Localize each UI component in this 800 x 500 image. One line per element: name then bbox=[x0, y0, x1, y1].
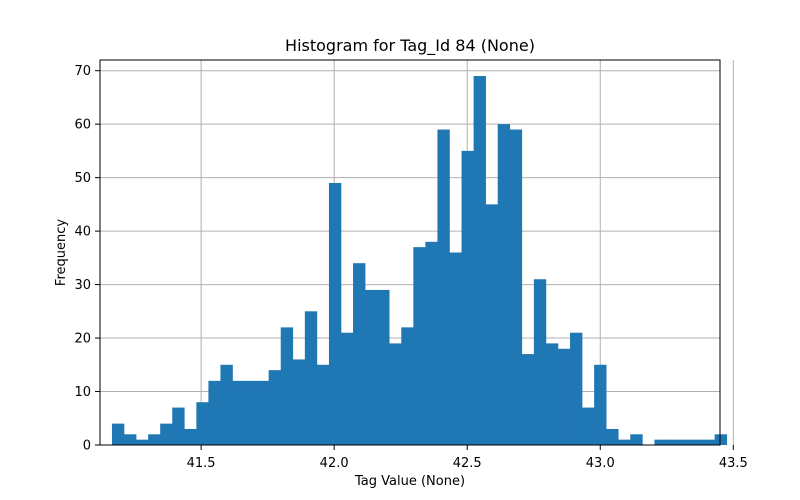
histogram-bar bbox=[437, 129, 450, 445]
y-tick-label: 40 bbox=[74, 225, 91, 240]
histogram-bar bbox=[413, 247, 426, 445]
y-tick-label: 20 bbox=[74, 332, 91, 347]
histogram-bar bbox=[341, 332, 354, 445]
y-tick-label: 0 bbox=[83, 439, 91, 454]
histogram-bar bbox=[618, 439, 631, 445]
histogram-bar bbox=[557, 348, 571, 445]
histogram-bar bbox=[497, 124, 511, 446]
histogram-bar bbox=[473, 76, 486, 446]
histogram-bar bbox=[256, 380, 269, 445]
histogram-bar bbox=[220, 364, 233, 445]
histogram-bar bbox=[244, 380, 257, 445]
ticks-layer: 41.5 42.0 42.5 43.0 43.5 0 10 20 30 40 50 60 70 bbox=[74, 64, 747, 471]
x-tick-label: 43.0 bbox=[586, 456, 615, 471]
histogram-bar bbox=[485, 204, 499, 445]
histogram-bar bbox=[148, 434, 161, 445]
histogram-bar bbox=[292, 359, 306, 445]
histogram-bar bbox=[304, 311, 318, 445]
bars-layer bbox=[111, 76, 728, 446]
histogram-bar bbox=[401, 327, 414, 445]
histogram-bar bbox=[280, 327, 294, 445]
histogram-bar bbox=[136, 439, 149, 445]
histogram-bar bbox=[570, 332, 583, 445]
histogram-bar bbox=[172, 407, 185, 445]
histogram-bar bbox=[232, 380, 245, 445]
y-tick-label: 60 bbox=[74, 118, 91, 133]
axes-frame bbox=[99, 59, 721, 446]
histogram-bar bbox=[582, 407, 595, 445]
histogram-bar bbox=[124, 434, 137, 445]
x-axis-label: Tag Value (None) bbox=[354, 474, 465, 489]
histogram-bar bbox=[702, 439, 715, 445]
histogram-bar bbox=[389, 343, 402, 445]
histogram-bar bbox=[630, 434, 643, 445]
histogram-bar bbox=[316, 364, 330, 445]
histogram-bar bbox=[111, 423, 125, 445]
histogram-bar bbox=[606, 428, 619, 445]
histogram-bar bbox=[594, 364, 607, 445]
y-tick-label: 30 bbox=[74, 278, 91, 293]
x-tick-label: 42.0 bbox=[320, 456, 349, 471]
histogram-bar bbox=[377, 289, 390, 445]
histogram-bar bbox=[160, 423, 173, 445]
histogram-bar bbox=[533, 279, 547, 445]
histogram-bar bbox=[365, 289, 378, 445]
histogram-bar bbox=[328, 182, 342, 445]
histogram-bar bbox=[509, 129, 523, 445]
histogram-bar bbox=[449, 252, 462, 445]
chart-title: Histogram for Tag_Id 84 (None) bbox=[285, 36, 535, 56]
histogram-bar bbox=[545, 343, 559, 445]
x-tick-label: 43.5 bbox=[719, 456, 748, 471]
histogram-bar bbox=[353, 263, 366, 445]
histogram-bar bbox=[196, 402, 209, 445]
histogram-bar bbox=[654, 439, 667, 445]
histogram-bar bbox=[690, 439, 703, 445]
histogram-bar bbox=[666, 439, 679, 445]
histogram-bar bbox=[208, 380, 221, 445]
histogram-bar bbox=[521, 354, 535, 445]
x-tick-label: 42.5 bbox=[453, 456, 482, 471]
y-tick-label: 70 bbox=[74, 64, 91, 79]
x-tick-label: 41.5 bbox=[187, 456, 216, 471]
histogram-bar bbox=[678, 439, 691, 445]
histogram-bar bbox=[714, 434, 728, 445]
histogram-bar bbox=[425, 241, 438, 445]
histogram-bar bbox=[184, 428, 197, 445]
histogram-bar bbox=[268, 370, 282, 445]
histogram-bar bbox=[461, 150, 474, 445]
y-axis-label: Frequency bbox=[54, 219, 69, 286]
y-tick-label: 50 bbox=[74, 171, 91, 186]
y-tick-label: 10 bbox=[74, 385, 91, 400]
